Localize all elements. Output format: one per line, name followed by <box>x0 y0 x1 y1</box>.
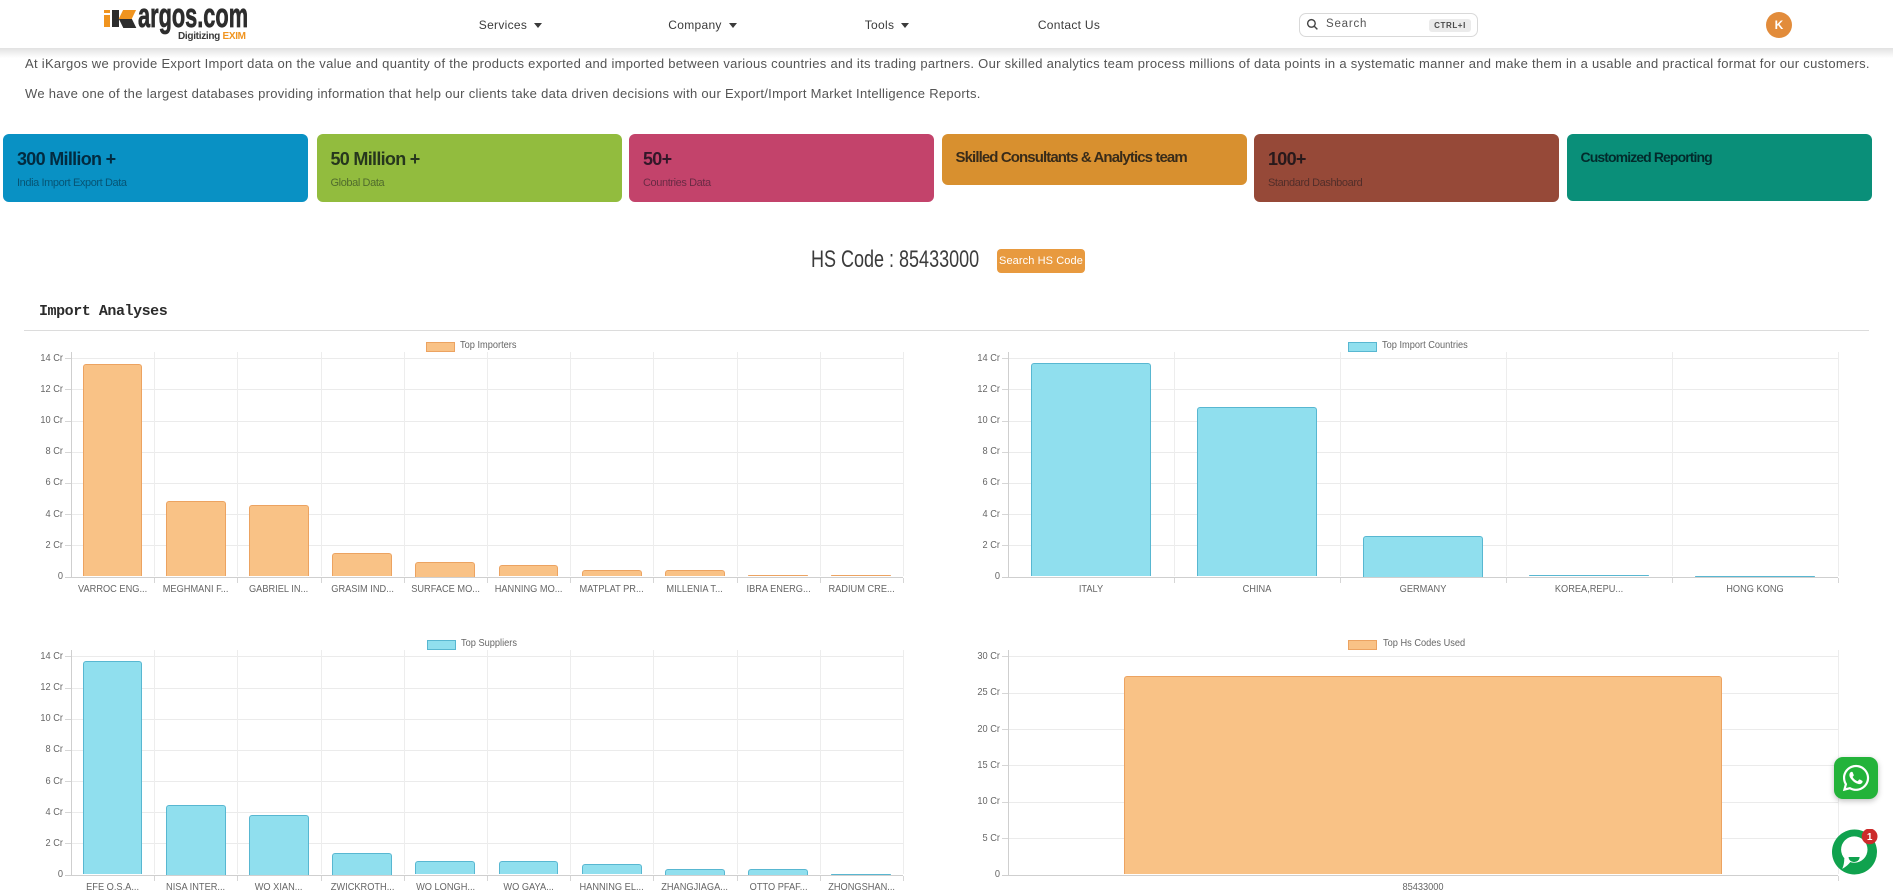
svg-text:1: 1 <box>1867 831 1873 842</box>
